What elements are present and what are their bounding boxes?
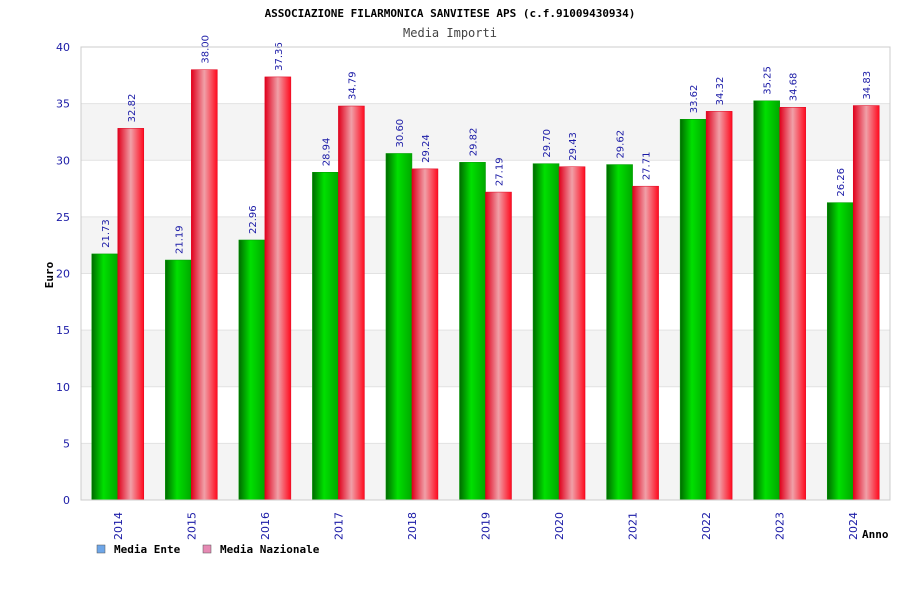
data-label: 34.83 bbox=[862, 71, 873, 100]
x-tick-label: 2022 bbox=[700, 512, 713, 540]
data-label: 30.60 bbox=[395, 119, 406, 148]
bar-media-nazionale-2024 bbox=[852, 105, 880, 501]
x-tick-label: 2018 bbox=[406, 512, 419, 540]
bar-media-ente-2019 bbox=[459, 162, 486, 501]
x-tick-label: 2015 bbox=[185, 512, 198, 540]
x-tick-label: 2017 bbox=[332, 512, 345, 540]
y-tick-label: 0 bbox=[63, 494, 70, 507]
data-label: 29.24 bbox=[421, 134, 432, 163]
data-labels: 21.73 32.82 21.19 38.00 22.96 37.36 28.94 34.79… bbox=[101, 35, 873, 254]
y-tick-label: 15 bbox=[56, 324, 70, 337]
bar-media-ente-2024 bbox=[826, 202, 854, 501]
bar-media-nazionale-2016 bbox=[264, 76, 292, 501]
data-label: 32.82 bbox=[127, 94, 138, 123]
bar-media-ente-2020 bbox=[532, 163, 560, 501]
bar-media-nazionale-2020 bbox=[558, 166, 586, 501]
bar-media-ente-2016 bbox=[238, 239, 266, 501]
data-label: 21.19 bbox=[174, 225, 185, 254]
x-tick-label: 2023 bbox=[774, 512, 787, 540]
bar-media-nazionale-2019 bbox=[485, 191, 512, 501]
bar-media-nazionale-2021 bbox=[632, 185, 659, 501]
x-tick-label: 2014 bbox=[112, 512, 125, 540]
bar-media-nazionale-2014 bbox=[117, 128, 145, 501]
chart-title: ASSOCIAZIONE FILARMONICA SANVITESE APS (… bbox=[265, 7, 636, 20]
legend: Media Ente Media Nazionale bbox=[96, 543, 320, 556]
data-label: 29.82 bbox=[469, 128, 480, 157]
y-tick-label: 30 bbox=[56, 154, 70, 167]
legend-swatch bbox=[202, 544, 212, 554]
data-label: 28.94 bbox=[321, 138, 332, 167]
bar-media-ente-2018 bbox=[385, 153, 413, 501]
y-axis-ticks: 0 5 10 15 20 25 30 35 40 bbox=[56, 41, 70, 507]
data-label: 29.70 bbox=[542, 129, 553, 158]
bar-media-ente-2023 bbox=[753, 100, 780, 501]
bar-media-ente-2022 bbox=[679, 119, 707, 501]
data-label: 27.71 bbox=[642, 152, 653, 181]
data-label: 29.62 bbox=[616, 130, 627, 159]
plot-frame bbox=[80, 46, 891, 501]
legend-label: Media Ente bbox=[114, 543, 181, 556]
bar-media-ente-2017 bbox=[312, 172, 339, 501]
x-tick-label: 2021 bbox=[627, 512, 640, 540]
bar-media-nazionale-2023 bbox=[779, 106, 806, 501]
bar-media-ente-2015 bbox=[165, 259, 192, 501]
y-axis-label: Euro bbox=[43, 261, 56, 288]
data-label: 34.79 bbox=[347, 71, 358, 100]
y-tick-label: 40 bbox=[56, 41, 70, 54]
bar-media-nazionale-2018 bbox=[411, 168, 439, 501]
data-label: 38.00 bbox=[200, 35, 211, 64]
bar-media-nazionale-2022 bbox=[705, 111, 733, 501]
y-tick-label: 10 bbox=[56, 381, 70, 394]
legend-label: Media Nazionale bbox=[220, 543, 320, 556]
x-axis-label: Anno bbox=[862, 528, 889, 541]
data-label: 22.96 bbox=[248, 205, 259, 234]
x-tick-label: 2024 bbox=[847, 512, 860, 540]
bar-media-nazionale-2017 bbox=[338, 105, 365, 501]
bar-media-ente-2014 bbox=[91, 253, 119, 501]
chart-subtitle: Media Importi bbox=[403, 26, 497, 40]
bars bbox=[91, 69, 880, 501]
data-label: 29.43 bbox=[568, 132, 579, 161]
data-label: 21.73 bbox=[101, 219, 112, 248]
y-tick-label: 20 bbox=[56, 268, 70, 281]
data-label: 34.68 bbox=[789, 73, 800, 102]
data-label: 27.19 bbox=[495, 157, 506, 186]
legend-swatch bbox=[96, 544, 106, 554]
x-tick-label: 2016 bbox=[259, 512, 272, 540]
bar-media-nazionale-2015 bbox=[191, 69, 218, 501]
data-label: 33.62 bbox=[689, 85, 700, 114]
data-label: 34.32 bbox=[715, 77, 726, 106]
bar-media-ente-2021 bbox=[606, 164, 633, 501]
y-tick-label: 35 bbox=[56, 98, 70, 111]
data-label: 35.25 bbox=[763, 66, 774, 95]
data-label: 37.36 bbox=[274, 42, 285, 71]
x-tick-label: 2020 bbox=[553, 512, 566, 540]
data-label: 26.26 bbox=[836, 168, 847, 197]
y-tick-label: 5 bbox=[63, 437, 70, 450]
x-tick-label: 2019 bbox=[480, 512, 493, 540]
y-tick-label: 25 bbox=[56, 211, 70, 224]
x-axis-ticks: 2014 2015 2016 2017 2018 2019 2020 2021 2022 2023… bbox=[112, 512, 860, 540]
